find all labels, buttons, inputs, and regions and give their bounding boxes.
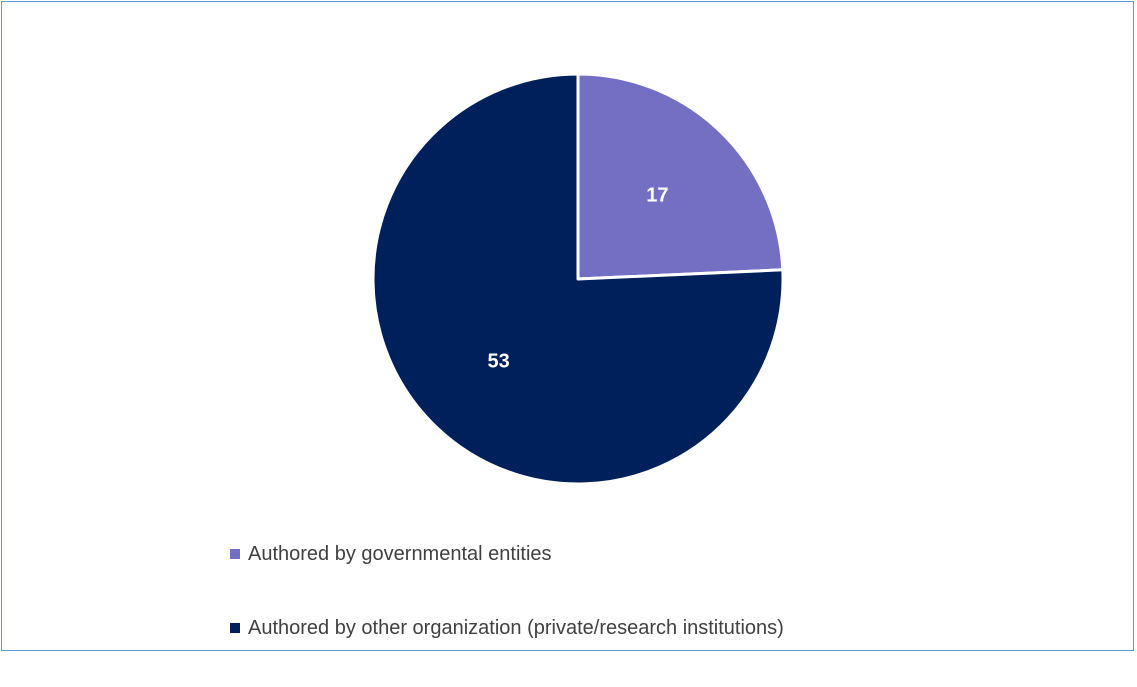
chart-area: 17 53 Authored by governmental entities A… <box>1 1 1134 651</box>
pie-slices <box>371 72 785 486</box>
data-label-other-organization: 53 <box>488 350 510 372</box>
legend-item-governmental: Authored by governmental entities <box>230 539 784 569</box>
legend: Authored by governmental entities Author… <box>230 539 784 687</box>
legend-label-other-organization: Authored by other organization (private/… <box>248 616 784 639</box>
legend-swatch-governmental <box>230 549 240 559</box>
legend-label-governmental: Authored by governmental entities <box>248 542 552 565</box>
legend-swatch-other-organization <box>230 623 240 633</box>
legend-item-other-organization: Authored by other organization (private/… <box>230 613 784 643</box>
pie-slice-other-organization <box>371 72 785 486</box>
pie-slice-governmental <box>576 72 785 281</box>
data-label-governmental: 17 <box>646 184 668 206</box>
